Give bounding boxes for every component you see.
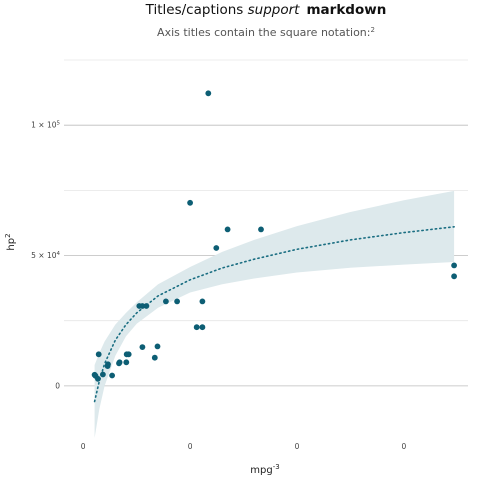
data-point: [95, 351, 102, 358]
y-axis-ticks: 0 5 × 104 1 × 105: [31, 121, 60, 391]
data-point: [199, 298, 206, 305]
data-point: [143, 303, 150, 309]
data-point: [213, 245, 220, 251]
y-tick-label: 5 × 104: [31, 251, 60, 260]
y-tick-label: 1 × 105: [31, 121, 60, 130]
x-tick-label: 0: [295, 442, 300, 451]
chart-subtitle-sup: 2: [370, 26, 374, 34]
data-point: [116, 359, 123, 366]
x-tick-label: 0: [188, 442, 193, 451]
data-point: [187, 199, 194, 206]
data-point: [258, 226, 264, 233]
data-point: [151, 354, 158, 361]
data-point: [451, 273, 457, 280]
data-point: [123, 359, 130, 366]
x-tick-label: 0: [81, 442, 86, 451]
data-point: [139, 344, 146, 350]
data-point: [125, 351, 132, 358]
data-point: [154, 343, 161, 350]
x-axis-title-sup: -3: [273, 463, 280, 471]
confidence-band: [94, 190, 455, 438]
y-axis-title-base: hp: [6, 238, 17, 251]
y-tick-label: 0: [55, 381, 60, 390]
data-point: [193, 324, 200, 331]
chart-subtitle-text: Axis titles contain the square notation:: [157, 26, 370, 39]
chart-title: Titles/captions support markdown: [145, 2, 387, 18]
chart-title-strong: markdown: [306, 2, 386, 18]
trend-line: [93, 226, 455, 403]
y-axis-title-sup: 2: [4, 233, 12, 237]
x-axis-title: mpg-3: [250, 463, 279, 476]
data-point: [224, 226, 231, 233]
data-point: [205, 90, 212, 97]
data-point: [100, 371, 106, 378]
data-point: [105, 361, 111, 368]
data-points: [91, 90, 457, 382]
chart-title-prefix: Titles/captions: [145, 2, 248, 18]
x-axis-title-base: mpg: [250, 465, 272, 476]
y-axis-title: hp2: [4, 233, 17, 250]
data-point: [451, 262, 457, 269]
data-point: [139, 303, 146, 309]
data-point: [174, 298, 181, 305]
data-point: [199, 324, 206, 331]
chart-title-emphasis: support: [248, 2, 301, 18]
data-point: [109, 372, 115, 379]
chart-subtitle: Axis titles contain the square notation:…: [157, 26, 375, 39]
data-point: [163, 298, 169, 305]
x-tick-label: 0: [402, 442, 407, 451]
x-axis-ticks: 0 0 0 0: [81, 442, 407, 451]
data-point: [95, 375, 101, 382]
